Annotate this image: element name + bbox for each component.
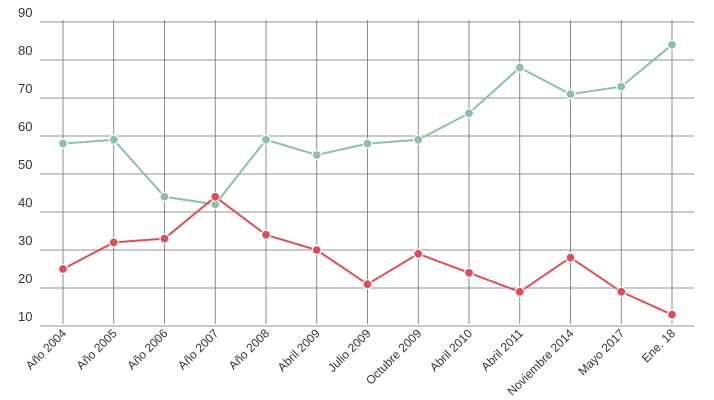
series-2-point xyxy=(362,279,373,290)
y-tick-label: 70 xyxy=(18,81,32,96)
y-tick-label: 60 xyxy=(18,119,32,134)
series-2-point xyxy=(210,191,221,202)
series-1-point xyxy=(616,81,627,92)
x-tick-label: Abril 2010 xyxy=(427,326,475,374)
series-1-point xyxy=(413,134,424,145)
series-1-point xyxy=(108,134,119,145)
series-2-point xyxy=(616,286,627,297)
x-tick-label: Abril 2011 xyxy=(478,326,526,374)
series-2-point xyxy=(514,286,525,297)
series-1-point xyxy=(362,138,373,149)
y-tick-label: 80 xyxy=(18,43,32,58)
grid xyxy=(40,20,694,327)
y-tick-label: 50 xyxy=(18,157,32,172)
series-2-point xyxy=(260,229,272,240)
x-tick-label: Mayo 2017 xyxy=(575,326,627,378)
x-tick-label: Año 2008 xyxy=(226,326,272,372)
series-1-point xyxy=(666,39,678,50)
x-tick-label: Año 2007 xyxy=(175,326,221,372)
series-1-point xyxy=(463,108,475,119)
x-axis-ticks: Año 2004 Año 2005 Año 2006 Año 2007 Año 2008… xyxy=(23,326,678,398)
x-tick-label: Año 2005 xyxy=(74,326,120,372)
series-2-point xyxy=(108,237,119,248)
series-2-point xyxy=(413,248,424,259)
y-axis-ticks: 90 80 70 60 50 40 30 20 10 xyxy=(18,5,32,324)
x-tick-label: Abril 2009 xyxy=(275,326,323,374)
y-tick-label: 20 xyxy=(18,271,32,286)
series-1-point xyxy=(514,62,525,73)
series-1-point xyxy=(260,134,272,145)
x-tick-label: Ene. 18 xyxy=(639,326,678,365)
series-1-point xyxy=(565,89,576,100)
x-tick-label: Año 2004 xyxy=(23,326,69,372)
series-2-point xyxy=(311,244,322,256)
series-group xyxy=(57,39,678,320)
series-2-point xyxy=(666,309,678,320)
series-2-point xyxy=(57,263,69,275)
y-tick-label: 90 xyxy=(18,5,32,20)
series-2-point xyxy=(565,252,576,263)
x-tick-label: Julio 2009 xyxy=(325,326,374,375)
y-tick-label: 40 xyxy=(18,195,32,210)
y-tick-label: 10 xyxy=(18,309,32,324)
series-1-point xyxy=(57,138,69,149)
series-2-point xyxy=(159,233,170,244)
series-2-point xyxy=(463,267,475,278)
series-1-point xyxy=(159,191,170,202)
series-1-point xyxy=(311,149,322,161)
y-tick-label: 30 xyxy=(18,233,32,248)
x-tick-label: Año 2006 xyxy=(124,326,170,372)
